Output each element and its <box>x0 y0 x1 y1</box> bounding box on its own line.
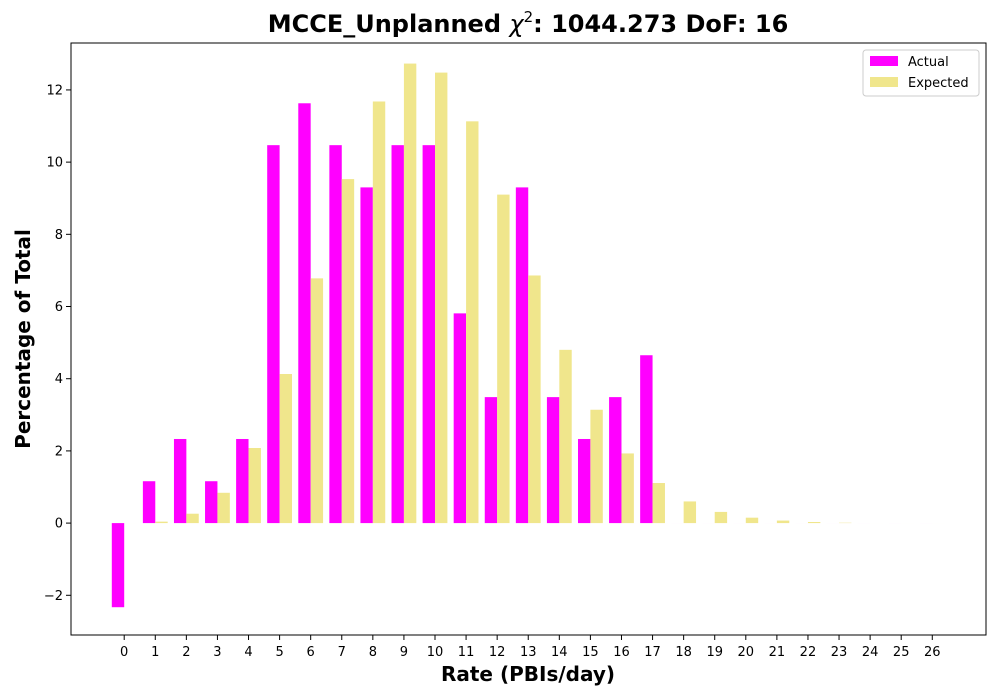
y-tick-label: 6 <box>55 300 63 315</box>
x-axis-label: Rate (PBIs/day) <box>441 662 615 686</box>
y-tick-label: 12 <box>46 83 63 98</box>
bar-expected-1 <box>155 521 168 524</box>
bar-expected-2 <box>186 513 199 524</box>
bar-actual-10 <box>422 145 435 524</box>
bar-actual-1 <box>142 481 156 524</box>
legend: Actual Expected <box>862 49 980 97</box>
x-tick-label: 15 <box>582 645 599 660</box>
x-tick-label: 3 <box>213 645 221 660</box>
bar-actual-5 <box>267 145 280 524</box>
chart-title: MCCE_Unplanned χ2: 1044.273 DoF: 16 <box>268 8 789 38</box>
x-tick-label: 13 <box>520 645 537 660</box>
x-tick-label: 1 <box>151 645 159 660</box>
bar-expected-11 <box>466 121 479 524</box>
bar-actual-11 <box>453 313 467 524</box>
bar-expected-6 <box>310 278 324 524</box>
bar-expected-22 <box>807 522 821 524</box>
bar-actual-7 <box>329 145 342 524</box>
bar-expected-16 <box>621 453 634 524</box>
title-chi-symbol: χ <box>507 10 524 38</box>
bar-actual-3 <box>205 481 218 524</box>
bar-actual-13 <box>515 187 529 524</box>
x-tick-label: 6 <box>307 645 315 660</box>
bar-expected-15 <box>590 409 603 524</box>
bar-expected-13 <box>528 275 541 524</box>
x-tick-label: 0 <box>120 645 128 660</box>
bar-actual-0 <box>111 523 125 608</box>
bar-actual-2 <box>173 438 187 524</box>
title-prefix: MCCE_Unplanned <box>268 10 510 38</box>
x-tick-label: 7 <box>338 645 346 660</box>
bar-actual-14 <box>546 397 560 524</box>
bar-expected-9 <box>403 63 417 524</box>
bar-expected-18 <box>683 501 697 524</box>
bar-expected-10 <box>435 72 448 524</box>
bar-actual-16 <box>609 397 622 524</box>
bar-expected-5 <box>279 374 292 524</box>
x-tick-label: 26 <box>924 645 941 660</box>
title-suffix: : 1044.273 DoF: 16 <box>533 10 788 38</box>
x-tick-label: 9 <box>400 645 408 660</box>
bar-expected-3 <box>217 492 230 524</box>
bar-actual-17 <box>640 355 653 524</box>
bar-expected-19 <box>714 511 728 524</box>
y-tick-label: 2 <box>55 444 63 459</box>
bar-expected-12 <box>497 194 510 524</box>
y-tick-label: 8 <box>55 228 63 243</box>
y-tick-label: 0 <box>55 517 63 532</box>
bar-actual-12 <box>484 397 498 524</box>
bar-actual-8 <box>360 187 373 524</box>
x-tick-label: 23 <box>831 645 848 660</box>
legend-label-expected: Expected <box>908 76 969 91</box>
bar-expected-8 <box>372 101 386 524</box>
x-tick-label: 5 <box>275 645 283 660</box>
x-tick-label: 16 <box>613 645 630 660</box>
legend-swatch-actual <box>870 56 898 66</box>
x-tick-label: 21 <box>769 645 786 660</box>
x-tick-label: 19 <box>706 645 723 660</box>
title-superscript: 2 <box>524 8 534 26</box>
x-tick-label: 22 <box>800 645 817 660</box>
bar-actual-4 <box>236 438 249 524</box>
y-axis-label: Percentage of Total <box>11 229 35 449</box>
x-tick-label: 25 <box>893 645 910 660</box>
bar-actual-9 <box>391 145 404 524</box>
bar-expected-21 <box>776 520 790 524</box>
legend-swatch-expected <box>870 77 898 87</box>
y-tick-label: −2 <box>44 589 63 604</box>
x-tick-label: 24 <box>862 645 879 660</box>
y-tick-label: 10 <box>46 156 63 171</box>
bar-expected-4 <box>248 448 261 524</box>
bar-actual-15 <box>578 438 591 524</box>
x-tick-label: 20 <box>738 645 755 660</box>
bar-expected-7 <box>341 179 355 524</box>
x-tick-label: 18 <box>675 645 692 660</box>
x-tick-label: 11 <box>458 645 475 660</box>
x-tick-label: 14 <box>551 645 568 660</box>
bar-expected-20 <box>745 517 759 524</box>
legend-label-actual: Actual <box>908 55 949 70</box>
bar-expected-17 <box>652 483 665 524</box>
x-tick-label: 10 <box>427 645 444 660</box>
plot-frame <box>70 42 987 636</box>
x-tick-label: 2 <box>182 645 190 660</box>
x-tick-label: 17 <box>644 645 661 660</box>
bar-actual-6 <box>298 103 311 524</box>
x-tick-label: 8 <box>369 645 377 660</box>
x-tick-label: 4 <box>244 645 252 660</box>
x-tick-label: 12 <box>489 645 506 660</box>
y-tick-label: 4 <box>55 372 63 387</box>
bar-expected-14 <box>559 349 572 524</box>
